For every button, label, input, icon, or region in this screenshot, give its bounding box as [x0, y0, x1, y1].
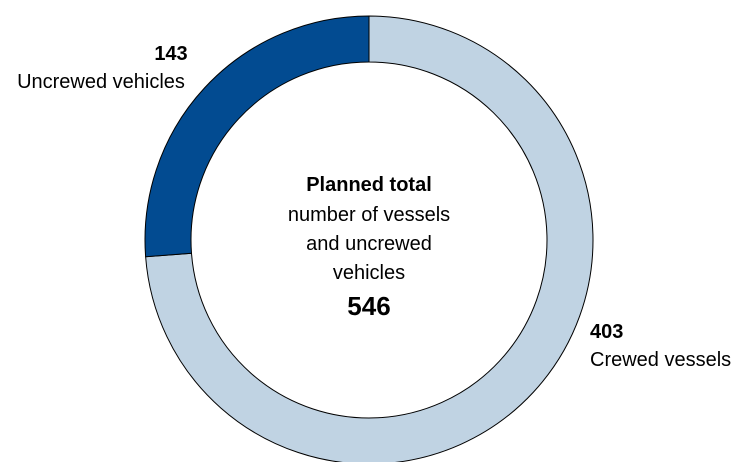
slice-value-crewed: 403	[590, 321, 623, 343]
center-line-2: and uncrewed	[306, 233, 432, 255]
donut-slices	[144, 15, 594, 462]
slice-label-uncrewed: 143 Uncrewed vehicles	[17, 43, 188, 93]
slice-label-crewed: 403 Crewed vessels	[590, 321, 731, 371]
slice-value-uncrewed: 143	[154, 43, 187, 65]
center-title: Planned total	[306, 174, 432, 196]
center-line-3: vehicles	[333, 262, 405, 284]
center-total-value: 546	[347, 291, 390, 321]
center-line-1: number of vessels	[288, 204, 450, 226]
slice-crewed-vessels	[145, 15, 594, 462]
slice-name-uncrewed: Uncrewed vehicles	[17, 71, 185, 93]
slice-name-crewed: Crewed vessels	[590, 349, 731, 371]
slice-uncrewed-vehicles	[144, 15, 370, 258]
center-label: Planned total number of vessels and uncr…	[288, 174, 450, 321]
